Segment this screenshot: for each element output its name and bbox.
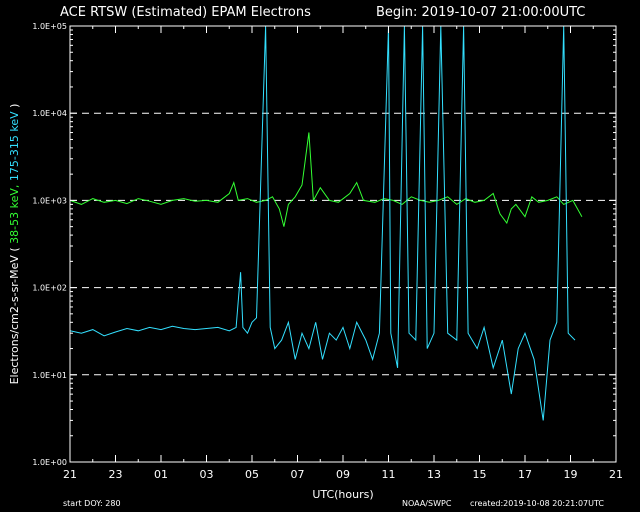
y-tick-label: 1.0E+02 <box>32 284 67 293</box>
x-tick-label: 01 <box>154 468 168 481</box>
series-layer <box>69 25 583 421</box>
y-tick-label: 1.0E+00 <box>32 458 67 467</box>
x-tick-label: 17 <box>518 468 532 481</box>
x-tick-label: 21 <box>609 468 623 481</box>
x-axis-label: UTC(hours) <box>312 488 373 501</box>
y-axis-label-high-energy: 175-315 keV <box>8 111 21 181</box>
chart-begin-time: Begin: 2019-10-07 21:00:00UTC <box>376 5 585 20</box>
x-axis: 21 23 01 03 05 07 09 11 13 15 17 19 21 <box>63 26 623 481</box>
x-tick-label: 21 <box>63 468 77 481</box>
footer-start-doy: start DOY: 280 <box>63 499 121 508</box>
x-tick-label: 07 <box>291 468 305 481</box>
x-tick-label: 11 <box>382 468 396 481</box>
y-axis-label-suffix: ) <box>8 104 21 112</box>
series-line-low-energy <box>69 132 583 227</box>
x-tick-label: 05 <box>245 468 259 481</box>
x-tick-label: 23 <box>109 468 123 481</box>
y-tick-label: 1.0E+05 <box>32 22 67 31</box>
y-tick-label: 1.0E+03 <box>32 196 67 205</box>
y-axis: 1.0E+00 1.0E+01 1.0E+02 1.0E+03 1.0E+04 1.0E+… <box>32 22 616 467</box>
gridlines <box>70 112 616 376</box>
x-tick-label: 09 <box>336 468 350 481</box>
x-tick-label: 13 <box>427 468 441 481</box>
y-axis-label-low-energy: 38-53 keV, <box>8 185 21 244</box>
y-axis-label: Electrons/cm2-s-sr-MeV ( 38-53 keV, 175-… <box>8 104 21 385</box>
x-tick-label: 03 <box>200 468 214 481</box>
y-tick-label: 1.0E+04 <box>32 109 67 118</box>
series-line-high-energy <box>69 25 576 421</box>
y-tick-label: 1.0E+01 <box>32 371 67 380</box>
y-axis-label-prefix: Electrons/cm2-s-sr-MeV ( <box>8 244 21 385</box>
x-tick-label: 19 <box>564 468 578 481</box>
chart-title: ACE RTSW (Estimated) EPAM Electrons <box>60 5 311 20</box>
x-tick-label: 15 <box>473 468 487 481</box>
footer-created: created:2019-10-08 20:21:07UTC <box>470 499 604 508</box>
footer-source: NOAA/SWPC <box>402 499 452 508</box>
